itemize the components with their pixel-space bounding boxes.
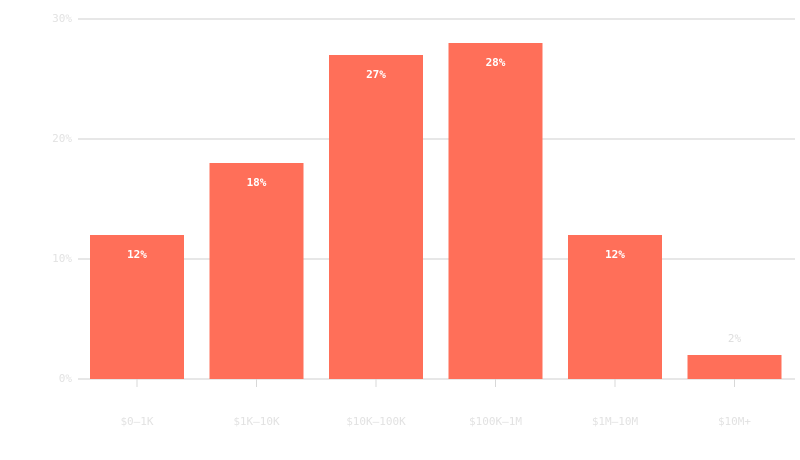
x-tick-label: $0–1K	[120, 415, 153, 428]
x-tick-label: $10M+	[718, 415, 751, 428]
bar	[209, 163, 304, 379]
bar	[90, 235, 184, 379]
value-label: 2%	[728, 332, 742, 345]
y-tick-label: 0%	[59, 372, 73, 385]
bar	[448, 43, 543, 379]
bar	[687, 355, 782, 379]
y-tick-label: 10%	[52, 252, 72, 265]
value-label: 28%	[486, 56, 506, 69]
bar	[568, 235, 662, 379]
y-tick-label: 20%	[52, 132, 72, 145]
y-tick-label: 30%	[52, 12, 72, 25]
bar	[329, 55, 423, 379]
x-tick-label: $100K–1M	[469, 415, 522, 428]
x-tick-label: $1M–10M	[592, 415, 639, 428]
x-tick-label: $10K–100K	[346, 415, 406, 428]
value-label: 27%	[366, 68, 386, 81]
value-label: 18%	[247, 176, 267, 189]
x-tick-label: $1K–10K	[233, 415, 280, 428]
value-label: 12%	[605, 248, 625, 261]
value-label: 12%	[127, 248, 147, 261]
